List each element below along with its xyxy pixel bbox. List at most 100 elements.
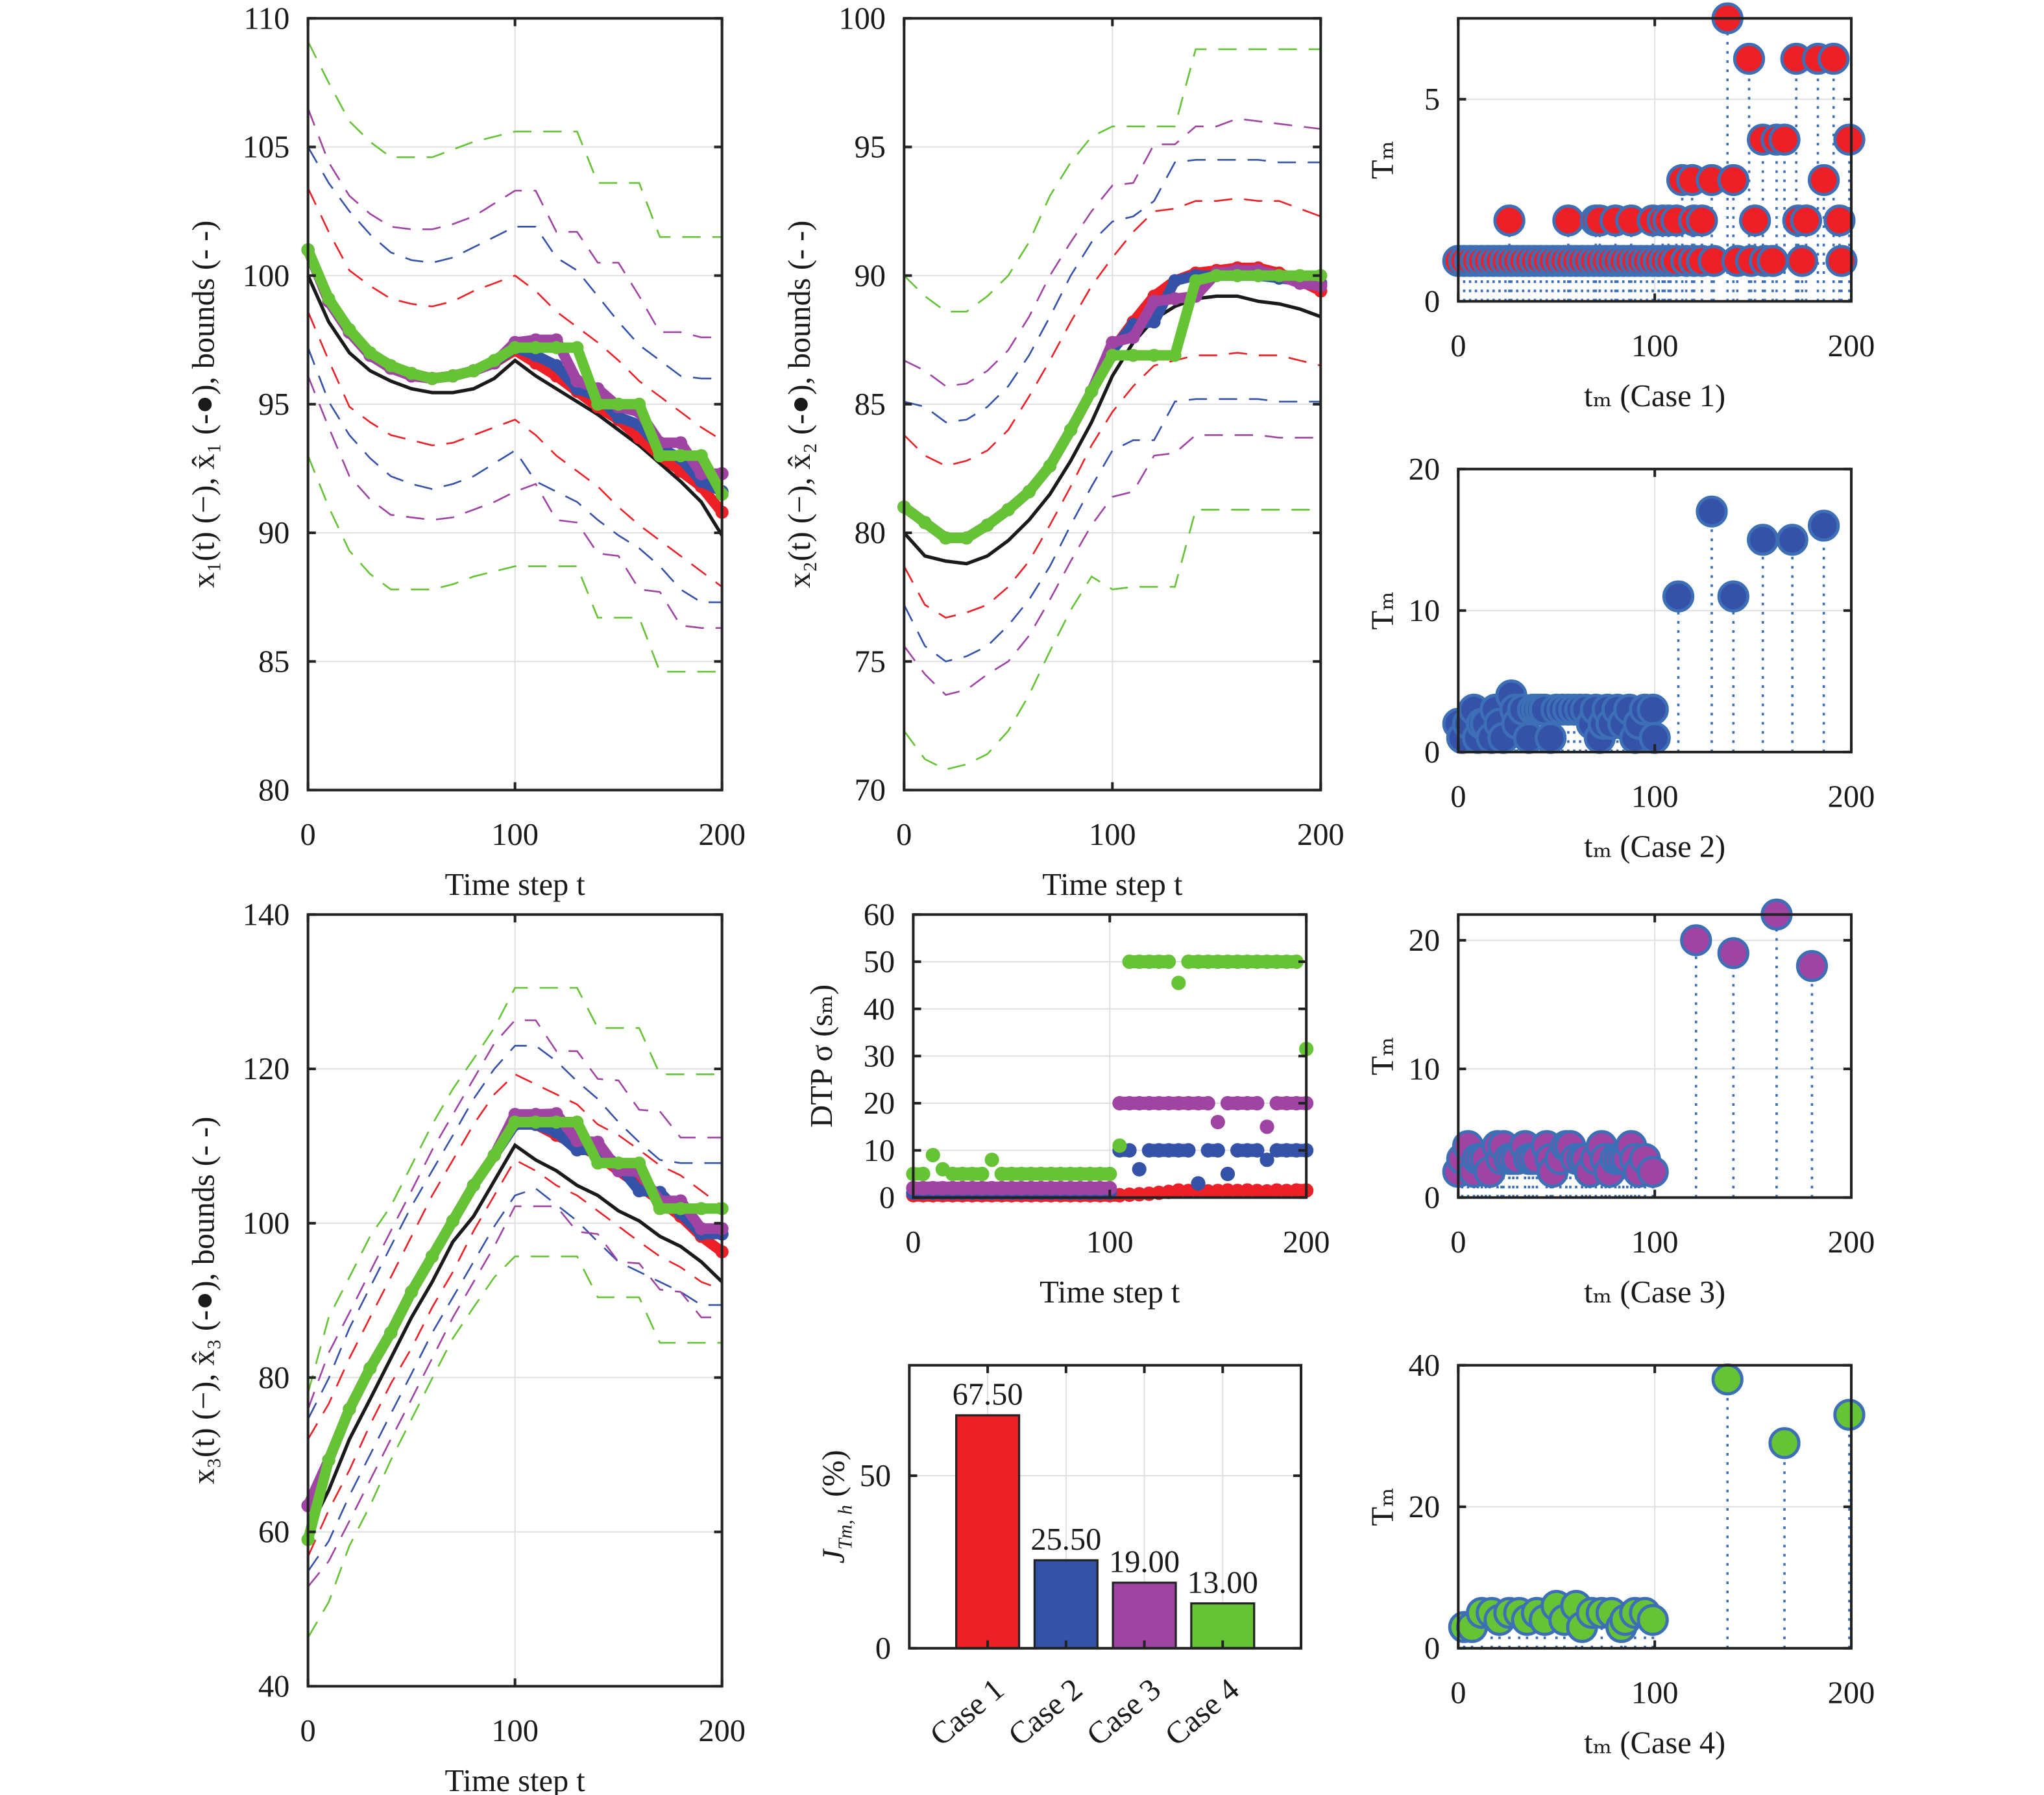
y-tick-label: 95 xyxy=(855,130,886,165)
dtp-point-case2 xyxy=(1181,1143,1196,1158)
estimate-point-case4 xyxy=(653,1202,667,1215)
estimate-point-case4 xyxy=(508,341,522,354)
stem-marker xyxy=(1768,123,1801,156)
x-tick-label: 0 xyxy=(1450,1225,1466,1260)
x-tick-label: 200 xyxy=(1297,818,1344,852)
y-tick-label: 100 xyxy=(243,1206,290,1241)
estimate-point-case4 xyxy=(1293,269,1307,282)
x-axis-label: Time step t xyxy=(445,868,586,902)
plot-area-tm3 xyxy=(1442,898,1829,1198)
estimate-point-case3 xyxy=(1147,295,1161,308)
y-tick-label: 20 xyxy=(1409,1490,1440,1524)
dtp-point-case3 xyxy=(1200,1095,1215,1111)
estimate-point-case4 xyxy=(529,1116,542,1129)
panel-x1: 80 85 90 95 100 105 110 0 100 200 Time step t x₁(t)… xyxy=(186,1,746,902)
estimate-point-case2 xyxy=(612,410,626,424)
bar-value-label: 25.50 xyxy=(1030,1522,1101,1557)
y-axis-label: Tₘ xyxy=(1365,141,1400,179)
estimate-point-case4 xyxy=(550,341,563,354)
stem-marker xyxy=(1786,245,1818,277)
bound-lower-case4 xyxy=(307,1255,722,1639)
x-tick-label: 200 xyxy=(1828,329,1875,363)
estimate-point-case4 xyxy=(632,397,646,411)
category-label: Case 2 xyxy=(1002,1672,1089,1752)
stem-marker xyxy=(1696,495,1728,528)
y-tick-label: 90 xyxy=(258,516,289,550)
dtp-point-case2 xyxy=(1220,1166,1235,1182)
dtp-point-case4 xyxy=(1289,954,1304,970)
stem-marker xyxy=(1717,164,1749,197)
x-tick-label: 200 xyxy=(1828,1676,1875,1711)
x-tick-label: 100 xyxy=(1631,780,1679,814)
estimate-point-case4 xyxy=(918,516,932,530)
dtp-point-case4 xyxy=(1171,975,1186,990)
y-tick-label: 90 xyxy=(855,259,886,293)
x-tick-label: 0 xyxy=(300,1714,316,1748)
stem-marker xyxy=(1662,580,1695,613)
estimate-point-case4 xyxy=(1230,269,1245,282)
estimate-point-case4 xyxy=(694,1202,708,1215)
y-tick-label: 40 xyxy=(1409,1349,1440,1383)
y-tick-label: 5 xyxy=(1424,82,1440,117)
dtp-point-case4 xyxy=(1162,954,1176,970)
stem-marker xyxy=(1717,580,1749,613)
estimate-point-case4 xyxy=(446,369,460,383)
stem-marker xyxy=(1686,204,1718,237)
stem-marker xyxy=(1636,1604,1669,1636)
bound-lower-case3 xyxy=(903,434,1321,696)
stem-marker xyxy=(1717,937,1749,970)
stem-marker xyxy=(1738,204,1771,237)
dtp-point-case4 xyxy=(975,1166,990,1182)
estimate-point-case2 xyxy=(1147,315,1161,329)
estimate-point-case4 xyxy=(1085,384,1099,398)
estimate-point-case4 xyxy=(487,354,501,367)
y-tick-label: 20 xyxy=(864,1086,895,1121)
y-tick-label: 0 xyxy=(1424,735,1440,770)
x-tick-label: 200 xyxy=(698,818,746,852)
stem-marker xyxy=(1552,204,1585,237)
estimate-point-case4 xyxy=(1064,423,1078,437)
y-axis-label: x₂(t) (−), x̂₂ (-●), bounds (- -) xyxy=(783,221,817,589)
bound-upper-case4 xyxy=(903,48,1321,313)
y-axis-label: DTP σ (sₘ) xyxy=(805,984,839,1128)
stem-marker xyxy=(1636,693,1669,726)
y-tick-label: 10 xyxy=(1409,594,1440,628)
estimate-point-case3 xyxy=(694,1222,708,1236)
dtp-point-case2 xyxy=(1132,1162,1147,1177)
estimate-point-case4 xyxy=(1189,274,1202,287)
bound-upper-case3 xyxy=(307,108,722,339)
x-tick-label: 100 xyxy=(491,818,539,852)
stem-marker xyxy=(1680,924,1712,957)
bound-lower-case3 xyxy=(307,375,722,629)
x-axis-label: tₘ (Case 3) xyxy=(1584,1275,1725,1310)
bar-value-label: 67.50 xyxy=(953,1378,1023,1412)
estimate-point-case4 xyxy=(570,341,584,354)
x-tick-label: 100 xyxy=(1631,329,1679,363)
estimate-point-case4 xyxy=(960,531,973,545)
bar-value-label: 19.00 xyxy=(1109,1545,1180,1580)
estimate-point-case3 xyxy=(1106,336,1119,349)
bound-upper-case1 xyxy=(307,188,723,441)
estimate-point-case4 xyxy=(550,1116,563,1129)
y-tick-label: 40 xyxy=(864,992,895,1027)
x-tick-label: 100 xyxy=(491,1714,539,1748)
bound-lower-case3 xyxy=(307,1205,722,1587)
x-tick-label: 0 xyxy=(896,818,912,852)
y-tick-label: 50 xyxy=(864,945,895,979)
estimate-point-case2 xyxy=(550,359,563,372)
y-tick-label: 20 xyxy=(1409,923,1440,958)
dtp-point-case2 xyxy=(1250,1143,1265,1158)
plot-area-x1 xyxy=(301,41,729,673)
estimate-point-case4 xyxy=(363,346,377,360)
x-tick-label: 100 xyxy=(1631,1225,1679,1260)
y-tick-label: 85 xyxy=(855,387,886,422)
estimate-point-case4 xyxy=(939,531,953,545)
plot-area-tm1 xyxy=(1442,2,1866,302)
y-tick-label: 70 xyxy=(855,774,886,808)
x-tick-label: 0 xyxy=(300,818,316,852)
x-tick-label: 200 xyxy=(1283,1225,1330,1260)
x-axis-label: Time step t xyxy=(445,1764,586,1795)
x-tick-label: 100 xyxy=(1089,818,1136,852)
dtp-point-case2 xyxy=(1210,1143,1225,1158)
